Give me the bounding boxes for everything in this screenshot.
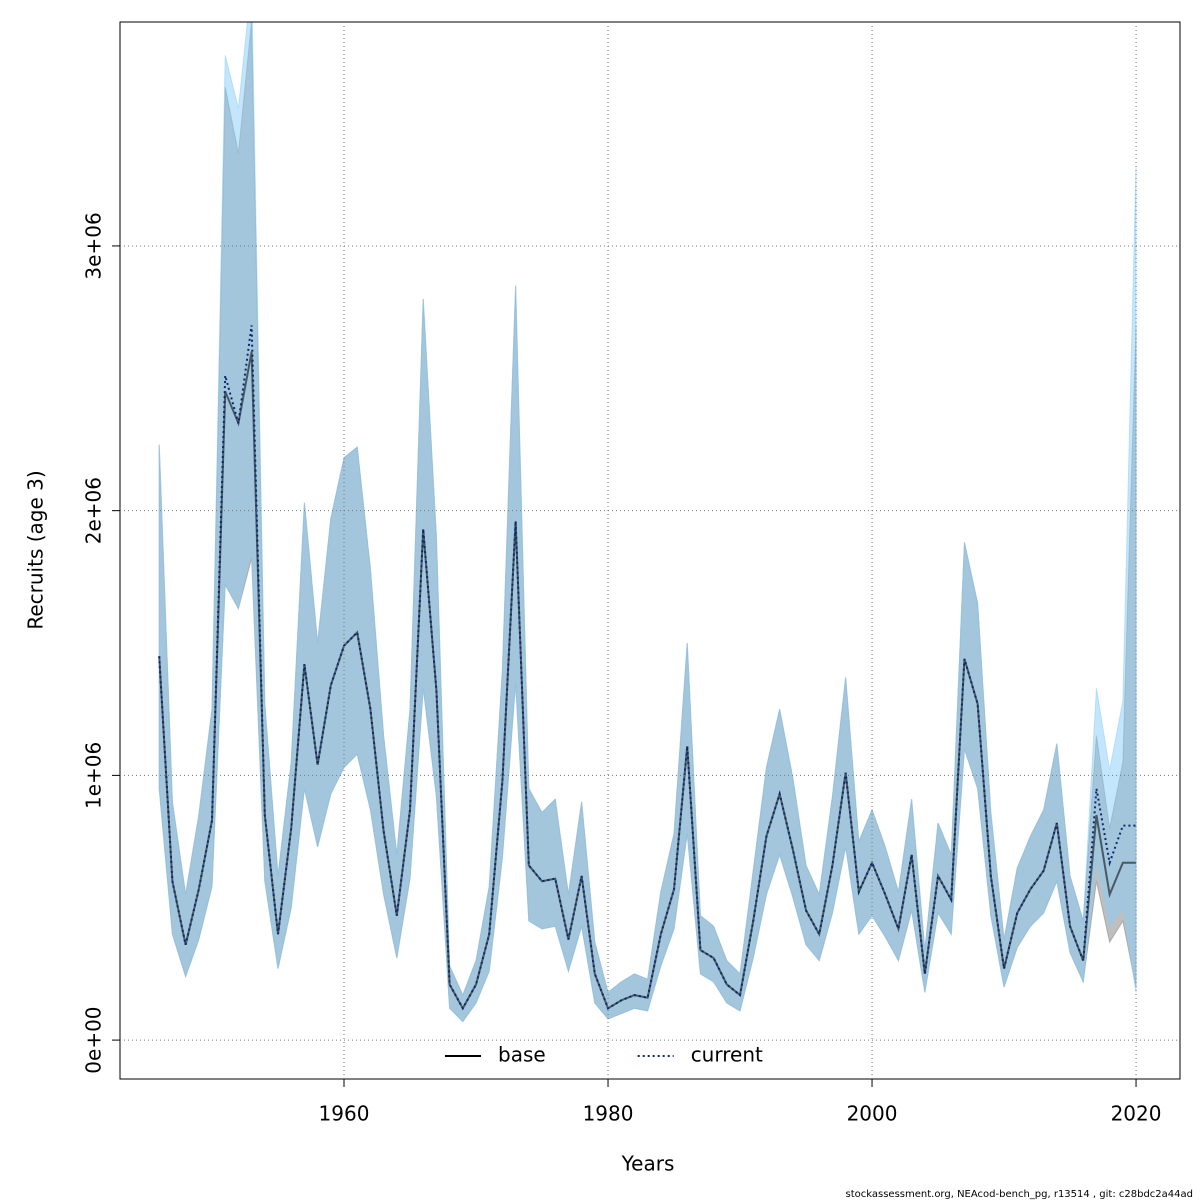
legend-label: current [691,1043,763,1067]
y-tick-label: 0e+00 [82,1006,106,1073]
footer: stockassessment.org, NEAcod-bench_pg, r1… [846,1189,1194,1200]
lines [158,325,1137,1011]
x-tick-label: 1980 [583,1102,634,1126]
y-tick-label: 2e+06 [82,477,106,544]
bands [158,22,1137,1023]
y-tick-label: 1e+06 [82,742,106,809]
x-tick-label: 2020 [1111,1102,1162,1126]
y-axis-label: Recruits (age 3) [24,470,48,629]
plot-frame [119,21,1181,1080]
x-axis-label: Years [621,1152,675,1176]
series-line [158,351,1137,1011]
legend-label: base [498,1043,546,1067]
y-tick-label: 3e+06 [82,212,106,279]
confidence-band [158,22,1137,1023]
x-tick-label: 1960 [319,1102,370,1126]
series-line [158,325,1137,1011]
x-tick-label: 2000 [847,1102,898,1126]
